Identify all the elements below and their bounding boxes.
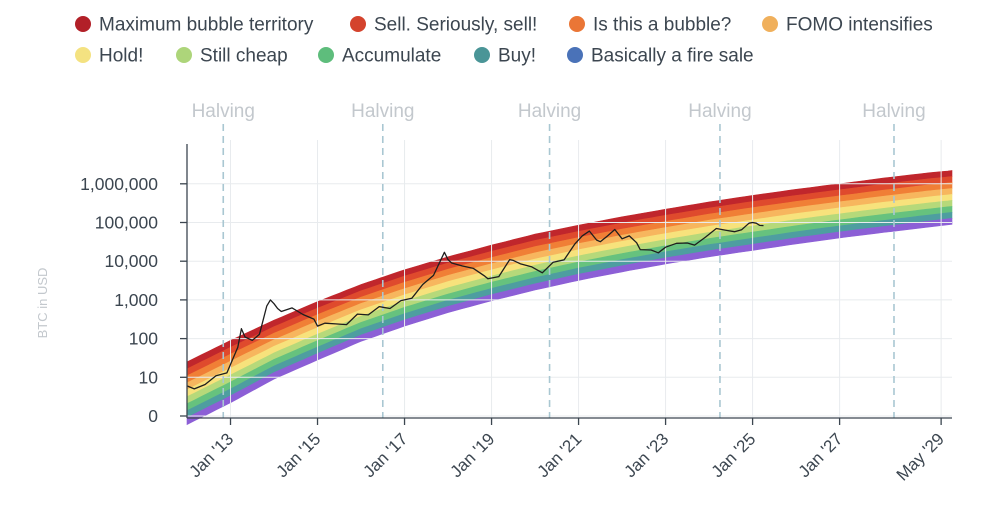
x-tick-label: Jan '23: [621, 429, 673, 481]
price-series: [187, 221, 764, 390]
legend-swatch: [318, 47, 334, 63]
legend-label: Buy!: [498, 46, 536, 67]
x-axis-ticks: Jan '13 Jan '15 Jan '17 Jan '19 Jan '21 Jan '…: [186, 418, 948, 485]
halving-label: Halving: [688, 101, 751, 122]
legend-label: Maximum bubble territory: [99, 15, 314, 36]
legend-label: Accumulate: [342, 46, 441, 67]
legend-swatch: [474, 47, 490, 63]
halving-label: Halving: [862, 101, 925, 122]
rainbow-bands: [186, 170, 953, 426]
legend-swatch: [176, 47, 192, 63]
x-tick-label: Jan '13: [186, 429, 238, 481]
x-tick-label: Jan '21: [534, 429, 586, 481]
halving-label: Halving: [518, 101, 581, 122]
y-tick-label: 100,000: [95, 213, 159, 233]
y-tick-label: 100: [129, 329, 158, 349]
x-tick-label: May '29: [893, 429, 948, 484]
legend-swatch: [75, 47, 91, 63]
legend-swatch: [75, 16, 91, 32]
y-tick-label: 1,000,000: [80, 174, 158, 194]
price-line: [187, 221, 764, 390]
halving-markers: Halving Halving Halving Halving Halving: [192, 101, 926, 122]
x-tick-label: Jan '25: [708, 429, 760, 481]
y-axis-ticks: 0 10 100 1,000 10,000 100,000 1,000,000: [80, 174, 187, 426]
legend-label: Basically a fire sale: [591, 46, 754, 67]
legend-label: Sell. Seriously, sell!: [374, 15, 537, 36]
gridlines: [182, 124, 952, 418]
y-tick-label: 10: [139, 367, 159, 387]
band-9: [186, 217, 953, 426]
x-tick-label: Jan '17: [360, 429, 412, 481]
legend-swatch: [567, 47, 583, 63]
legend-label: Is this a bubble?: [593, 15, 731, 36]
legend-swatch: [350, 16, 366, 32]
y-tick-label: 0: [148, 406, 158, 426]
halving-label: Halving: [351, 101, 414, 122]
y-axis-label: BTC in USD: [35, 268, 50, 339]
halving-label: Halving: [192, 101, 255, 122]
y-tick-label: 1,000: [114, 290, 158, 310]
legend-swatch: [762, 16, 778, 32]
legend: Maximum bubble territory Sell. Seriously,…: [75, 15, 933, 67]
axes: [186, 144, 952, 419]
y-tick-label: 10,000: [104, 251, 158, 271]
legend-swatch: [569, 16, 585, 32]
legend-label: FOMO intensifies: [786, 15, 933, 36]
x-tick-label: Jan '27: [795, 429, 847, 481]
x-tick-label: Jan '19: [447, 429, 499, 481]
legend-label: Hold!: [99, 46, 143, 67]
x-tick-label: Jan '15: [273, 429, 325, 481]
legend-label: Still cheap: [200, 46, 288, 67]
